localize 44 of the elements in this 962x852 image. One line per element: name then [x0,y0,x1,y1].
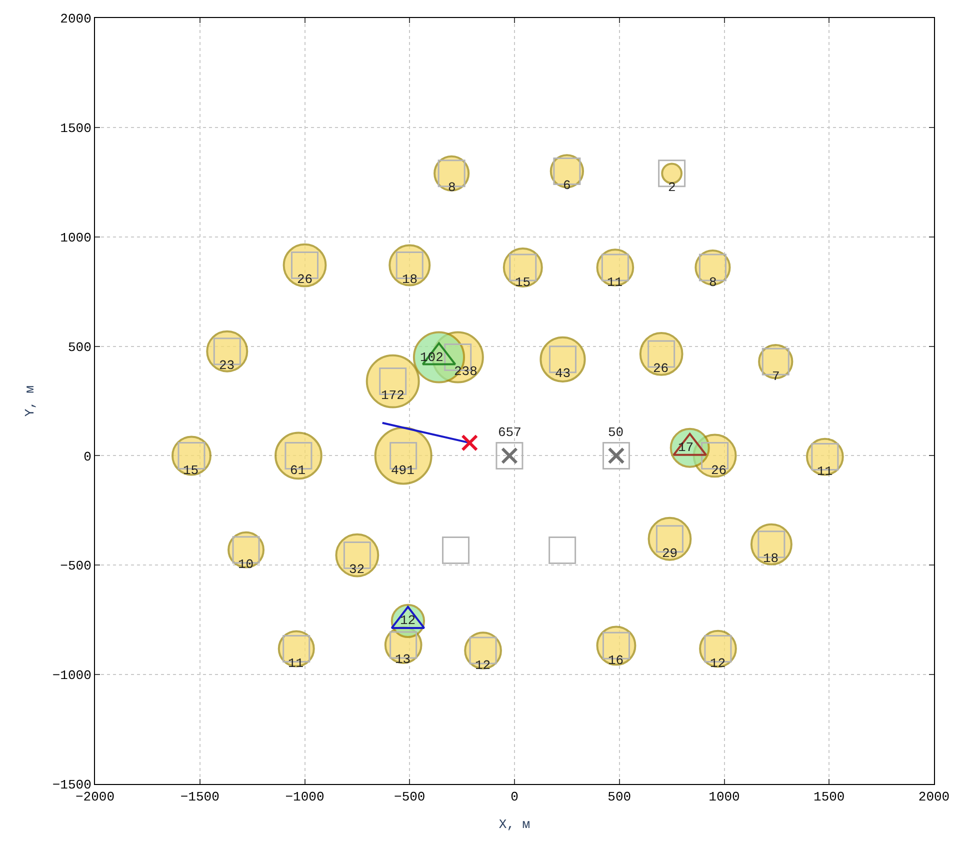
x-tick-label: 1000 [708,790,740,805]
annotation: 15 [515,275,531,290]
annotation: 15 [183,463,199,478]
annotation: 172 [381,388,404,403]
annotation: 2 [668,180,676,195]
annotation: 11 [607,275,623,290]
annotation: 12 [710,656,726,671]
annotation: 61 [290,463,306,478]
y-tick-label: 1000 [60,230,92,246]
annotation: 18 [763,551,779,566]
x-tick-label: 0 [510,790,518,805]
annotation: 657 [498,425,522,440]
annotation: 8 [448,180,456,195]
annotation: 50 [608,425,624,440]
annotation: 26 [653,361,669,376]
annotation: 43 [555,366,571,381]
annotation: 12 [475,658,491,673]
y-tick-label: 500 [68,340,92,355]
annotation: 13 [395,652,411,667]
x-axis-title: X, м [498,817,530,832]
y-tick-label: −1000 [52,668,92,684]
x-tick-label: −1000 [285,790,324,805]
annotation: 23 [219,358,235,373]
x-tick-label: 2000 [918,790,950,805]
annotation: 16 [608,653,624,668]
x-tick-label: −1500 [180,790,220,805]
x-tick-label: −500 [394,790,426,805]
annotation: 491 [391,463,415,478]
x-tick-label: 500 [608,790,632,805]
x-tick-label: 1500 [814,790,845,805]
y-tick-label: −500 [60,558,92,574]
annotation: 32 [349,562,365,577]
y-tick-label: 0 [84,449,92,464]
y-tick-label: 2000 [60,12,92,27]
annotation: 11 [288,656,304,671]
y-tick-label: 1500 [60,120,92,136]
annotation: 26 [297,272,313,287]
annotation: 11 [817,464,833,479]
annotation: 18 [402,272,418,287]
annotation: 10 [238,557,254,572]
annotation: 29 [662,546,678,561]
annotation: 238 [454,364,478,379]
y-axis-title: Y, м [22,385,38,417]
annotation: 26 [711,463,727,478]
